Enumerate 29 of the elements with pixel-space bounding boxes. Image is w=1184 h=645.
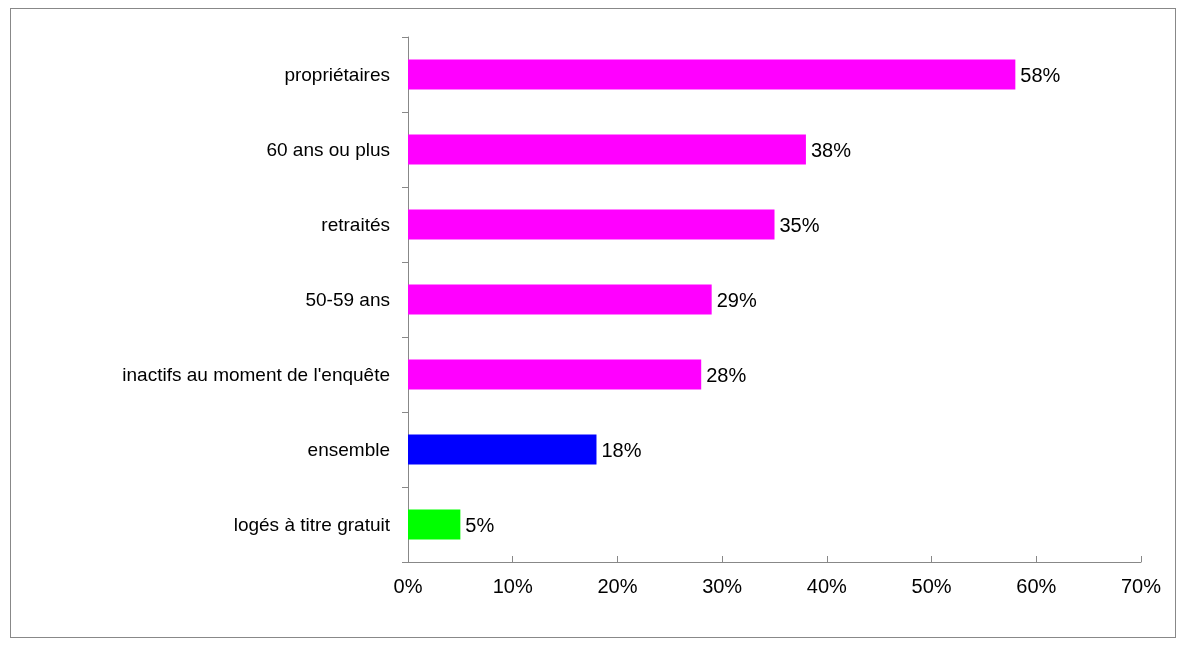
y-tick-label: retraités [321, 214, 390, 235]
data-label: 28% [706, 363, 747, 386]
x-tick-label: 60% [1016, 575, 1057, 597]
y-tick-label: logés à titre gratuit [233, 514, 391, 535]
y-tick-label: 50-59 ans [305, 289, 390, 310]
bar [408, 59, 1016, 90]
data-label: 38% [810, 138, 852, 161]
data-label: 5% [465, 513, 495, 536]
x-tick-label: 30% [702, 575, 743, 597]
data-label: 18% [601, 438, 642, 461]
x-tick-label: 0% [393, 575, 423, 597]
x-tick-label: 70% [1120, 575, 1162, 597]
data-label: 35% [779, 213, 820, 236]
bar [408, 359, 702, 390]
y-tick-label: propriétaires [284, 64, 390, 85]
bar [408, 209, 775, 240]
bar [408, 509, 461, 540]
x-tick-label: 10% [492, 575, 533, 597]
y-tick-label: 60 ans ou plus [266, 139, 390, 160]
data-label: 29% [716, 288, 757, 311]
x-tick-label: 50% [911, 575, 952, 597]
bar [408, 284, 712, 315]
x-tick-label: 40% [806, 575, 848, 597]
bar [408, 434, 597, 465]
y-tick-label: ensemble [307, 439, 390, 460]
data-label: 58% [1020, 63, 1061, 86]
x-tick-label: 20% [597, 575, 638, 597]
bar [408, 134, 806, 165]
y-tick-label: inactifs au moment de l'enquête [122, 364, 390, 385]
